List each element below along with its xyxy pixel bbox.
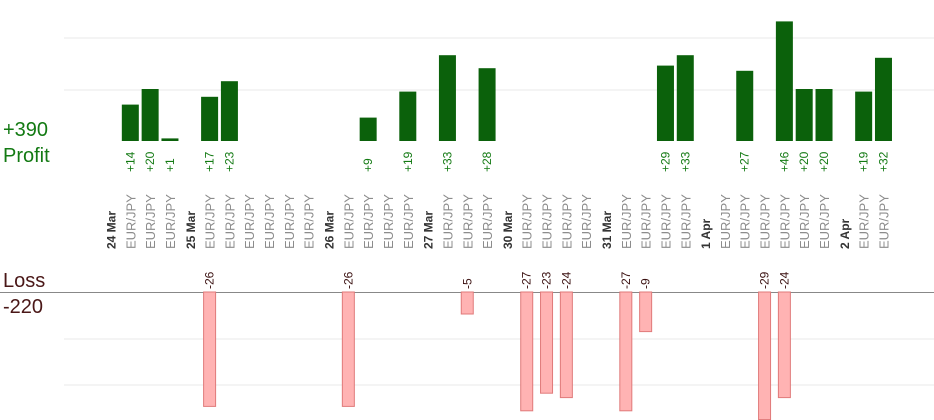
loss-value-label: -26 (203, 271, 217, 289)
loss-bar (559, 291, 573, 399)
profit-value-label: +29 (658, 151, 672, 172)
pair-label: EUR/JPY (163, 194, 178, 249)
profit-value-label: +20 (797, 151, 811, 172)
pair-label: EUR/JPY (222, 194, 237, 249)
loss-bar (460, 291, 474, 315)
profit-bar (795, 89, 813, 141)
profit-value-label: +33 (678, 151, 692, 172)
pair-label: EUR/JPY (460, 194, 475, 249)
profit-bar (775, 21, 793, 141)
loss-value-label: -24 (777, 271, 791, 289)
profit-value-label: +19 (857, 151, 871, 172)
profit-value-label: +23 (222, 151, 236, 172)
pair-label: EUR/JPY (480, 194, 495, 249)
date-label: 30 Mar (501, 211, 515, 249)
profit-value-label: +19 (401, 151, 415, 172)
pair-label: EUR/JPY (143, 194, 158, 249)
profit-value-label: +28 (480, 151, 494, 172)
pair-label: EUR/JPY (262, 194, 277, 249)
profit-value-label: +27 (738, 151, 752, 172)
profit-bar (359, 117, 377, 141)
pair-label: EUR/JPY (242, 194, 257, 249)
date-label: 31 Mar (600, 211, 614, 249)
profit-value-label: +33 (440, 151, 454, 172)
pair-label: EUR/JPY (203, 194, 218, 249)
loss-value-label: -9 (639, 278, 653, 289)
loss-bar (619, 291, 633, 412)
profit-bar (121, 104, 139, 141)
profit-bar (736, 70, 754, 141)
loss-value-label: -24 (559, 271, 573, 289)
loss-bar (341, 291, 355, 407)
date-label: 24 Mar (105, 211, 119, 249)
pair-label: EUR/JPY (817, 194, 832, 249)
pair-label: EUR/JPY (123, 194, 138, 249)
pair-label: EUR/JPY (857, 194, 872, 249)
date-label: 25 Mar (184, 211, 198, 249)
profit-bar (855, 91, 873, 141)
loss-total: -220 (3, 296, 44, 318)
pair-label: EUR/JPY (559, 194, 574, 249)
loss-bar (540, 291, 554, 394)
loss-value-label: -27 (520, 271, 534, 289)
pair-label: EUR/JPY (381, 194, 396, 249)
date-label: 1 Apr (699, 218, 713, 249)
loss-bar (777, 291, 791, 399)
loss-value-label: -27 (619, 271, 633, 289)
profit-bar (438, 55, 456, 142)
profit-bar (676, 55, 694, 142)
pair-label: EUR/JPY (777, 194, 792, 249)
profit-bar (141, 89, 159, 141)
profit-value-label: +1 (163, 158, 177, 172)
profit-value-label: +46 (777, 151, 791, 172)
profit-value-label: +32 (876, 151, 890, 172)
pair-label: EUR/JPY (440, 194, 455, 249)
pair-label: EUR/JPY (797, 194, 812, 249)
profit-value-label: +17 (203, 151, 217, 172)
profit-bar (161, 138, 179, 141)
profit-bar (399, 91, 417, 141)
profit-value-label: +14 (123, 151, 137, 172)
pair-label: EUR/JPY (520, 194, 535, 249)
pair-label: EUR/JPY (579, 194, 594, 249)
loss-value-label: -26 (341, 271, 355, 289)
profit-bar (815, 89, 833, 141)
pair-label: EUR/JPY (361, 194, 376, 249)
pair-label: EUR/JPY (639, 194, 654, 249)
loss-value-label: -5 (460, 278, 474, 289)
pair-label: EUR/JPY (738, 194, 753, 249)
date-label: 27 Mar (422, 211, 436, 249)
pair-label: EUR/JPY (341, 194, 356, 249)
pair-label: EUR/JPY (282, 194, 297, 249)
loss-value-label: -23 (540, 271, 554, 289)
profit-label: Profit (3, 145, 50, 167)
loss-bar (203, 291, 217, 407)
profit-value-label: +20 (143, 151, 157, 172)
pair-label: EUR/JPY (678, 194, 693, 249)
profit-bar (220, 81, 238, 141)
pair-label: EUR/JPY (876, 194, 891, 249)
profit-bar (656, 65, 674, 141)
pair-label: EUR/JPY (540, 194, 555, 249)
pair-label: EUR/JPY (401, 194, 416, 249)
loss-label: Loss (3, 270, 46, 292)
profit-bar (478, 68, 496, 141)
loss-bar (758, 291, 772, 420)
loss-value-label: -29 (758, 271, 772, 289)
pair-label: EUR/JPY (718, 194, 733, 249)
date-label: 2 Apr (838, 218, 852, 249)
pair-label: EUR/JPY (302, 194, 317, 249)
date-label: 26 Mar (323, 211, 337, 249)
loss-bar (639, 291, 653, 333)
loss-bar (520, 291, 534, 412)
profit-value-label: +20 (817, 151, 831, 172)
profit-total: +390 (3, 119, 49, 141)
pair-label: EUR/JPY (758, 194, 773, 249)
profit-bar (201, 96, 219, 141)
pair-label: EUR/JPY (619, 194, 634, 249)
profit-value-label: +9 (361, 158, 375, 172)
profit-bar (874, 57, 892, 141)
pair-label: EUR/JPY (658, 194, 673, 249)
